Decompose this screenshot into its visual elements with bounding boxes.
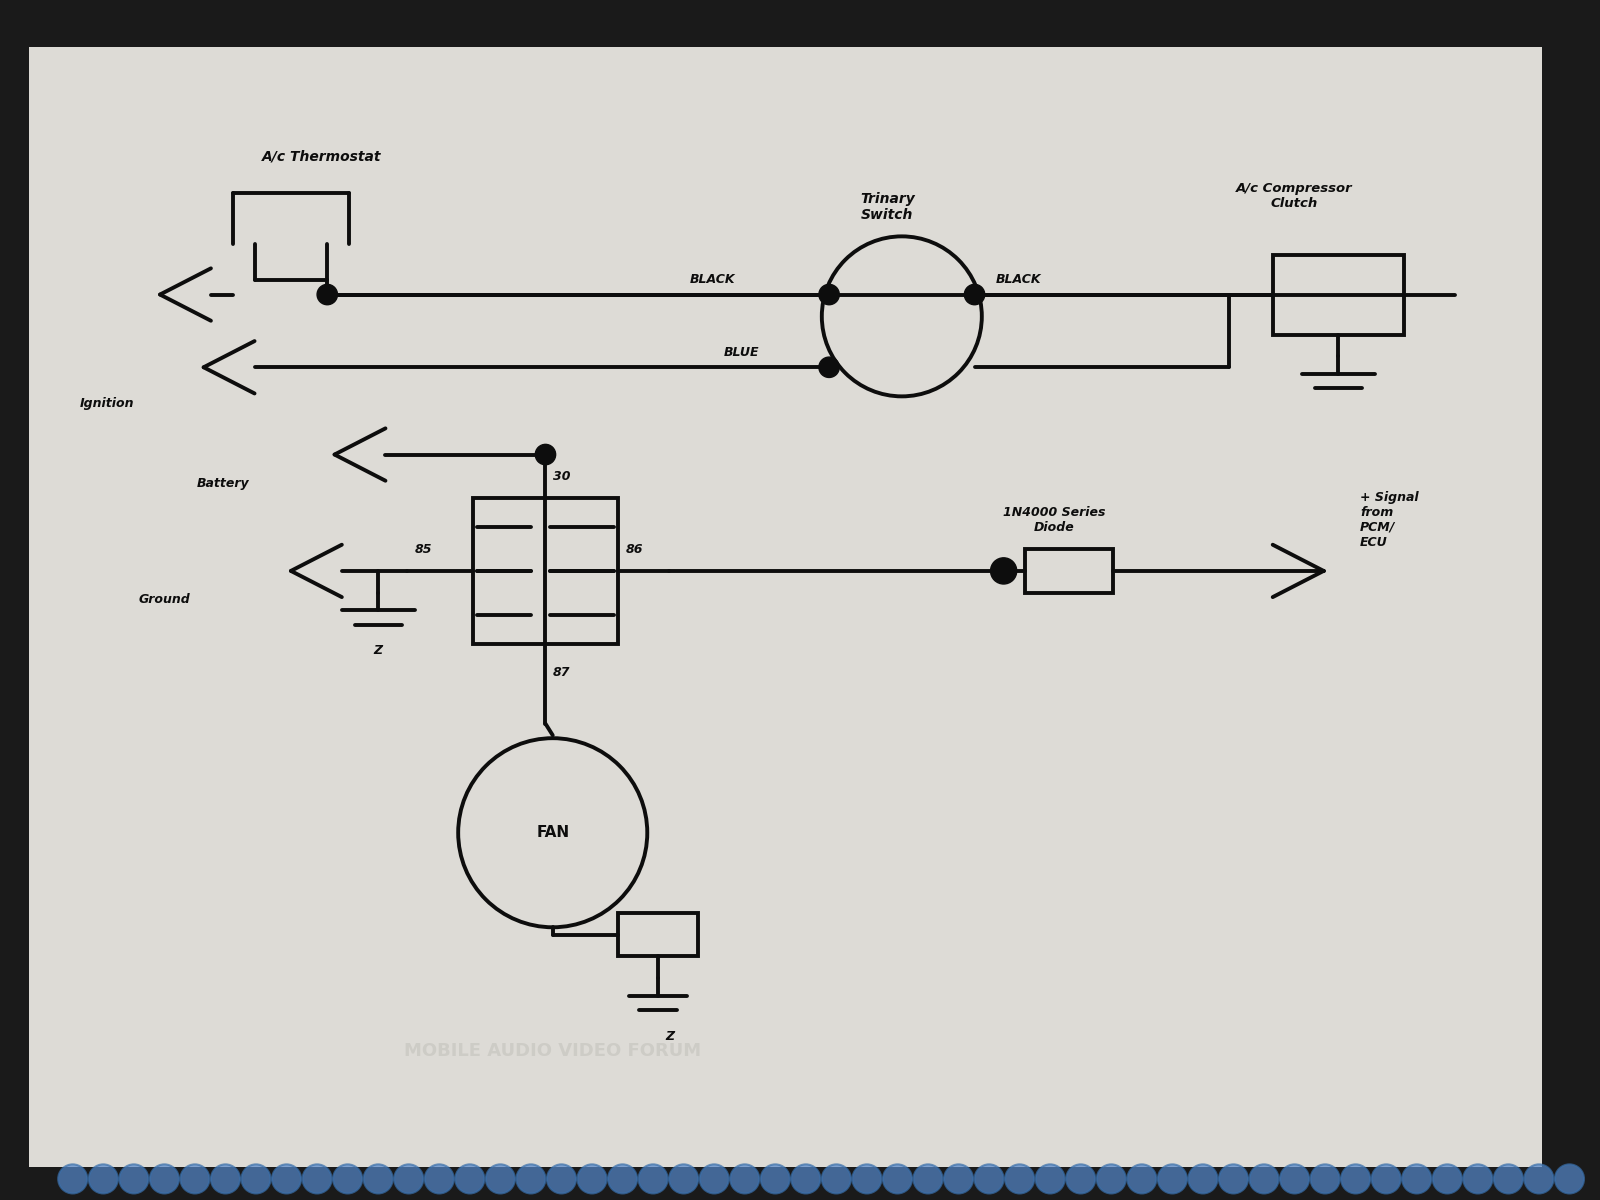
Circle shape [1158,1164,1187,1194]
Circle shape [822,1164,851,1194]
Text: Trinary
Switch: Trinary Switch [859,192,915,222]
Circle shape [1494,1164,1523,1194]
Circle shape [1555,1164,1584,1194]
Circle shape [1280,1164,1309,1194]
Circle shape [486,1164,515,1194]
Circle shape [181,1164,210,1194]
Text: A/c Compressor
Clutch: A/c Compressor Clutch [1237,182,1354,210]
Circle shape [58,1164,88,1194]
Circle shape [990,558,1016,584]
Text: 30: 30 [552,470,570,482]
Bar [618,913,698,956]
Circle shape [1525,1164,1554,1194]
Circle shape [88,1164,118,1194]
Circle shape [1250,1164,1278,1194]
Circle shape [1432,1164,1462,1194]
Text: A/c Thermostat: A/c Thermostat [262,149,381,163]
Text: BLACK: BLACK [690,274,736,287]
Text: Battery: Battery [197,478,250,490]
Circle shape [1189,1164,1218,1194]
Circle shape [819,284,840,305]
Text: 1N4000 Series
Diode: 1N4000 Series Diode [1003,506,1106,534]
Text: MOBILE AUDIO VIDEO FORUM: MOBILE AUDIO VIDEO FORUM [405,1042,701,1060]
Text: Ignition: Ignition [80,397,134,410]
Circle shape [1310,1164,1339,1194]
Circle shape [974,1164,1003,1194]
Circle shape [944,1164,973,1194]
Circle shape [517,1164,546,1194]
Text: + Signal
from
PCM/
ECU: + Signal from PCM/ ECU [1360,491,1419,548]
Bar [1272,254,1403,335]
Circle shape [547,1164,576,1194]
Circle shape [578,1164,606,1194]
Circle shape [211,1164,240,1194]
Text: FAN: FAN [536,826,570,840]
Text: Z: Z [374,644,382,658]
Text: 85: 85 [414,542,432,556]
Circle shape [638,1164,667,1194]
Circle shape [792,1164,821,1194]
Circle shape [1035,1164,1064,1194]
Circle shape [1066,1164,1096,1194]
Circle shape [333,1164,362,1194]
FancyBboxPatch shape [29,47,1542,1168]
Circle shape [1128,1164,1157,1194]
Circle shape [608,1164,637,1194]
Text: Z: Z [666,1030,675,1043]
Circle shape [1371,1164,1400,1194]
Text: BLACK: BLACK [995,274,1042,287]
Circle shape [669,1164,698,1194]
Bar [472,498,618,643]
Circle shape [317,284,338,305]
Circle shape [536,444,555,464]
Bar [1026,550,1112,593]
Circle shape [1219,1164,1248,1194]
Text: 86: 86 [626,542,643,556]
Circle shape [424,1164,454,1194]
Text: Ground: Ground [138,594,190,606]
Circle shape [150,1164,179,1194]
Circle shape [1402,1164,1432,1194]
Circle shape [853,1164,882,1194]
Circle shape [819,358,840,378]
Text: BLUE: BLUE [725,347,760,359]
Circle shape [914,1164,942,1194]
Circle shape [730,1164,760,1194]
Circle shape [302,1164,331,1194]
Circle shape [699,1164,728,1194]
Circle shape [1341,1164,1370,1194]
Circle shape [272,1164,301,1194]
Circle shape [120,1164,149,1194]
Circle shape [456,1164,485,1194]
Circle shape [242,1164,270,1194]
Circle shape [965,284,984,305]
Circle shape [760,1164,790,1194]
Circle shape [1096,1164,1126,1194]
Circle shape [1464,1164,1493,1194]
Circle shape [394,1164,424,1194]
Circle shape [363,1164,392,1194]
Circle shape [883,1164,912,1194]
Text: 87: 87 [552,666,570,679]
Circle shape [1005,1164,1034,1194]
